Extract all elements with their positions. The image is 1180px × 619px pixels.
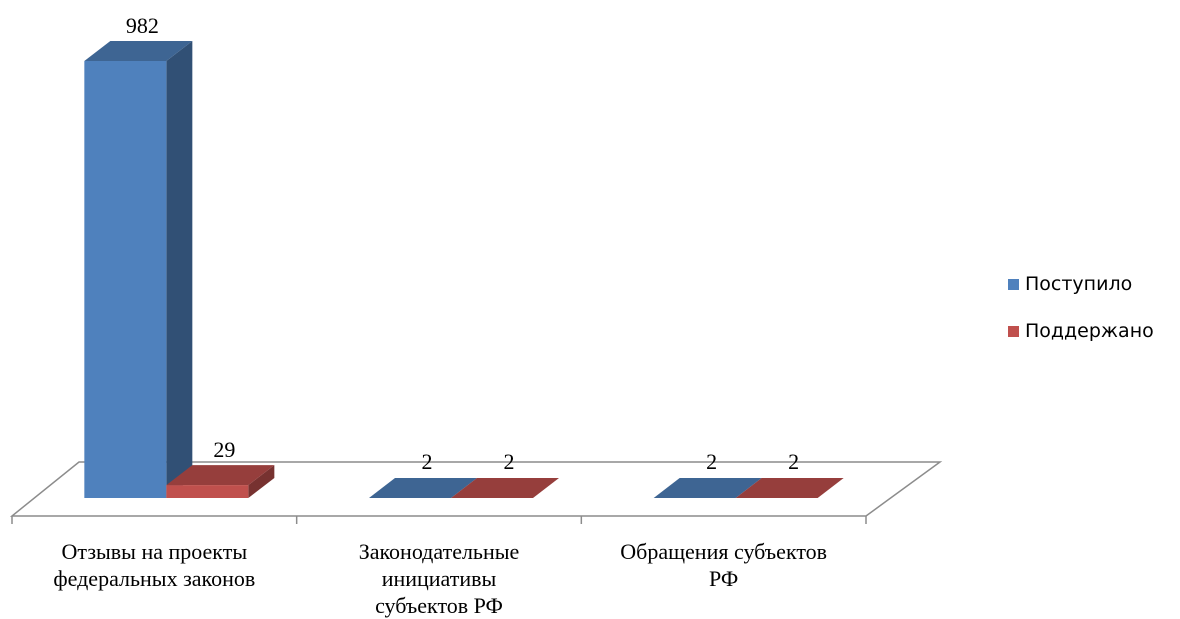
bar-top xyxy=(84,41,193,61)
legend-swatch-series-1 xyxy=(1008,278,1019,290)
legend-label-series-1: Поступило xyxy=(1025,273,1133,295)
data-label: 2 xyxy=(422,449,433,474)
category-label: инициативы xyxy=(382,566,497,591)
bar-side xyxy=(166,41,193,498)
data-label: 2 xyxy=(788,449,799,474)
bar xyxy=(653,478,762,498)
legend-item-series-2: Поддержано xyxy=(1008,319,1154,343)
legend-label-series-2: Поддержано xyxy=(1025,320,1154,342)
bar xyxy=(369,478,477,498)
category-label: Отзывы на проекты xyxy=(62,539,248,564)
bar-top xyxy=(166,465,275,486)
bar xyxy=(451,478,559,498)
data-label: 2 xyxy=(504,449,515,474)
category-label: Обращения субъектов xyxy=(620,539,827,564)
category-label: федеральных законов xyxy=(53,566,255,591)
category-label: РФ xyxy=(709,566,738,591)
chart-data-labels: 982 2 2 29 2 2 xyxy=(126,13,799,474)
chart-legend: Поступило Поддержано xyxy=(1008,272,1154,366)
data-label: 982 xyxy=(126,13,159,38)
legend-swatch-series-2 xyxy=(1008,325,1019,337)
bar xyxy=(735,478,844,498)
bar-side xyxy=(248,465,275,498)
category-label: субъектов РФ xyxy=(375,593,503,618)
data-label: 2 xyxy=(706,449,717,474)
chart-bars xyxy=(84,41,844,498)
data-label: 29 xyxy=(213,437,235,462)
bar xyxy=(84,61,167,498)
bar xyxy=(166,485,249,498)
category-label: Законодательные xyxy=(359,539,520,564)
legend-item-series-1: Поступило xyxy=(1008,272,1154,296)
